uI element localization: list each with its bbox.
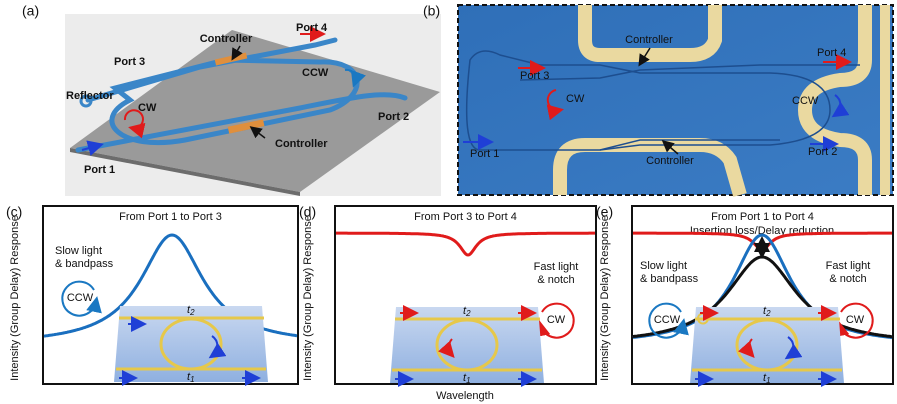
- port-label: Port 1: [84, 164, 115, 176]
- figure: (a) Controller Port 4 Port 3 Reflector C…: [0, 0, 897, 404]
- symbol: t2: [463, 305, 471, 318]
- controller-label: Controller: [646, 155, 694, 167]
- direction-label: CCW: [67, 292, 94, 304]
- panel-label: (a): [22, 3, 39, 19]
- direction-label: CW: [846, 314, 865, 326]
- panel-label: (b): [423, 3, 440, 19]
- port-label: Port 4: [817, 47, 846, 59]
- symbol: t2: [187, 304, 195, 317]
- x-axis-label: Wavelength: [436, 390, 494, 402]
- controller-label: Controller: [200, 33, 253, 45]
- symbol-sub: 1: [766, 376, 770, 385]
- cw-label: CW: [566, 93, 585, 105]
- symbol: t2: [763, 305, 771, 318]
- y-axis-label: Intensity (Group Delay) Response: [599, 215, 611, 381]
- symbol-sub: 1: [466, 376, 470, 385]
- note: & notch: [537, 274, 574, 286]
- note: Fast light: [826, 260, 871, 272]
- cw-label: CW: [138, 102, 157, 114]
- panel-a: (a) Controller Port 4 Port 3 Reflector C…: [22, 3, 441, 196]
- symbol-sub: 2: [465, 309, 471, 318]
- port-label: Port 2: [808, 146, 837, 158]
- plot-title: From Port 1 to Port 4: [711, 211, 814, 223]
- note: Slow light: [640, 260, 687, 272]
- controller-label: Controller: [625, 34, 673, 46]
- port-label: Port 1: [470, 148, 499, 160]
- ccw-label: CCW: [302, 67, 329, 79]
- port-label: Port 2: [378, 111, 409, 123]
- note: & bandpass: [55, 258, 114, 270]
- port-label: Port 3: [114, 56, 145, 68]
- note: Slow light: [55, 245, 102, 257]
- note: & bandpass: [640, 273, 699, 285]
- response-curve: [336, 233, 595, 255]
- plot-title: From Port 3 to Port 4: [414, 211, 517, 223]
- ccw-label: CCW: [792, 95, 819, 107]
- direction-label: CCW: [654, 314, 681, 326]
- y-axis-label: Intensity (Group Delay) Response: [302, 215, 314, 381]
- symbol-sub: 1: [190, 375, 194, 384]
- symbol-sub: 2: [189, 308, 195, 317]
- y-axis-label: Intensity (Group Delay) Response: [9, 215, 21, 381]
- note: Fast light: [534, 261, 579, 273]
- direction-label: CW: [547, 314, 566, 326]
- port-label: Port 4: [296, 22, 328, 34]
- symbol-sub: 2: [765, 309, 771, 318]
- plot-title: From Port 1 to Port 3: [119, 211, 222, 223]
- note: & notch: [829, 273, 866, 285]
- controller-label: Controller: [275, 138, 328, 150]
- panel-b: (b) Controller Port 4 Port 3 CW CCW Port…: [423, 3, 893, 195]
- port-label: Port 3: [520, 70, 549, 82]
- reflector-label: Reflector: [66, 90, 114, 102]
